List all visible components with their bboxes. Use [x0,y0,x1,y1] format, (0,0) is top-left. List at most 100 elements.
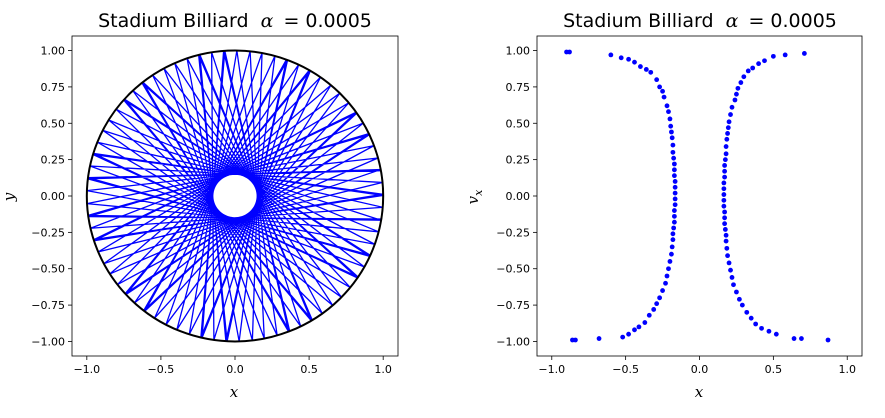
scatter-point [636,324,642,330]
scatter-point [668,123,674,129]
scatter-point [642,320,648,325]
trajectory-line [86,49,384,343]
scatter-point [744,309,750,315]
y-tick-label: −0.75 [31,299,65,312]
chart-1-axes: −1.0 −0.5 0.0 0.5 1.0 1.00 0.75 0.50 0.25 0.00 −0.… [31,35,399,376]
scatter-point [671,173,677,179]
x-tick-label: 0.0 [691,363,709,376]
scatter-point [670,231,676,237]
scatter-point [726,119,732,125]
scatter-point [724,136,730,142]
scatter-point [667,116,673,122]
y-tick-label: −1.00 [31,335,65,348]
scatter-point [722,168,728,174]
scatter-point [721,197,727,203]
x-tick-label: −1.0 [73,363,100,376]
scatter-point [660,288,665,293]
scatter-point [596,336,602,341]
scatter-point [664,103,670,109]
scatter-point [660,88,665,94]
scatter-point [722,215,728,221]
scatter-point [739,302,745,308]
chart-2-title: Stadium Billiard α = 0.0005 [563,10,837,32]
scatter-point [748,315,754,321]
scatter-point [724,245,730,251]
y-tick-label: 0.75 [506,81,531,94]
scatter-point [567,49,572,55]
y-tick-label: 0.50 [41,117,66,130]
chart-2-title-text: Stadium Billiard [563,10,713,32]
scatter-point [782,52,788,58]
x-tick-label: −0.5 [148,363,175,376]
scatter-point [632,59,637,65]
scatter-point [735,85,741,91]
scatter-point [667,259,673,264]
y-tick-label: 0.00 [41,190,66,203]
scatter-point [671,161,677,167]
scatter-point [801,51,807,56]
x-tick-label: 0.5 [300,363,318,376]
scatter-point [643,67,649,72]
x-tick-label: 0.0 [226,363,244,376]
scatter-point [773,331,779,337]
scatter-point [570,337,575,343]
chart-1-title-alpha: α [261,10,274,32]
scatter-point [666,266,671,272]
axes-frame [71,35,399,357]
scatter-point [728,267,733,273]
scatter-point [620,334,626,340]
chart-1-title-text: Stadium Billiard [98,10,248,32]
scatter-point [721,203,727,209]
chart-1-title-alpha-value: = 0.0005 [283,10,371,32]
scatter-point [722,209,728,215]
scatter-point [671,208,677,213]
scatter-point [626,56,631,62]
scatter-point [725,131,730,136]
chart-2-axes: −1.0 −0.5 0.0 0.5 1.0 1.00 0.75 0.50 0.25 0.00 −0.… [496,35,863,376]
chart-2-title-alpha-value: = 0.0005 [748,10,836,32]
scatter-point [672,190,678,196]
scatter-point [729,275,735,280]
scatter-point [669,129,674,135]
chart-1-plot-area [85,49,385,343]
scatter-point [734,91,739,97]
y-tick-label: 0.25 [506,154,531,167]
chart-1-title: Stadium Billiard α = 0.0005 [98,10,372,32]
chart-trajectory: Stadium Billiard α = 0.0005 −1.0 −0.5 0.0 0… [0,10,399,401]
scatter-point [766,328,772,334]
scatter-point [723,238,729,244]
chart-1-xlabel: x [230,383,239,401]
scatter-point [671,219,677,225]
scatter-point [670,149,676,155]
scatter-point [799,336,804,341]
x-tick-label: −0.5 [612,363,639,376]
scatter-point [770,53,776,59]
scatter-point [618,55,624,61]
scatter-point [671,155,677,161]
scatter-point [670,142,676,148]
scatter-point [722,157,728,163]
scatter-point [626,331,631,337]
y-tick-label: 0.50 [506,117,531,130]
scatter-point [648,69,654,75]
scatter-point [632,327,637,333]
chart-2-ylabel-main: v [464,195,482,204]
scatter-point [669,244,675,250]
scatter-point [725,253,730,259]
y-tick-label: 1.00 [506,45,531,58]
scatter-point [732,97,738,103]
y-tick-label: 0.00 [506,190,531,203]
scatter-point [729,104,735,110]
chart-2-ylabel-sub: x [472,189,485,196]
scatter-point [759,325,764,331]
chart-2-title-alpha: α [726,10,739,32]
scatter-point [664,273,670,279]
scatter-point [721,180,727,186]
scatter-point [722,163,728,168]
scatter-point [725,125,731,131]
y-tick-label: −0.25 [496,226,530,239]
y-tick-label: −1.00 [496,335,530,348]
scatter-point [654,301,660,307]
scatter-point [666,109,671,115]
